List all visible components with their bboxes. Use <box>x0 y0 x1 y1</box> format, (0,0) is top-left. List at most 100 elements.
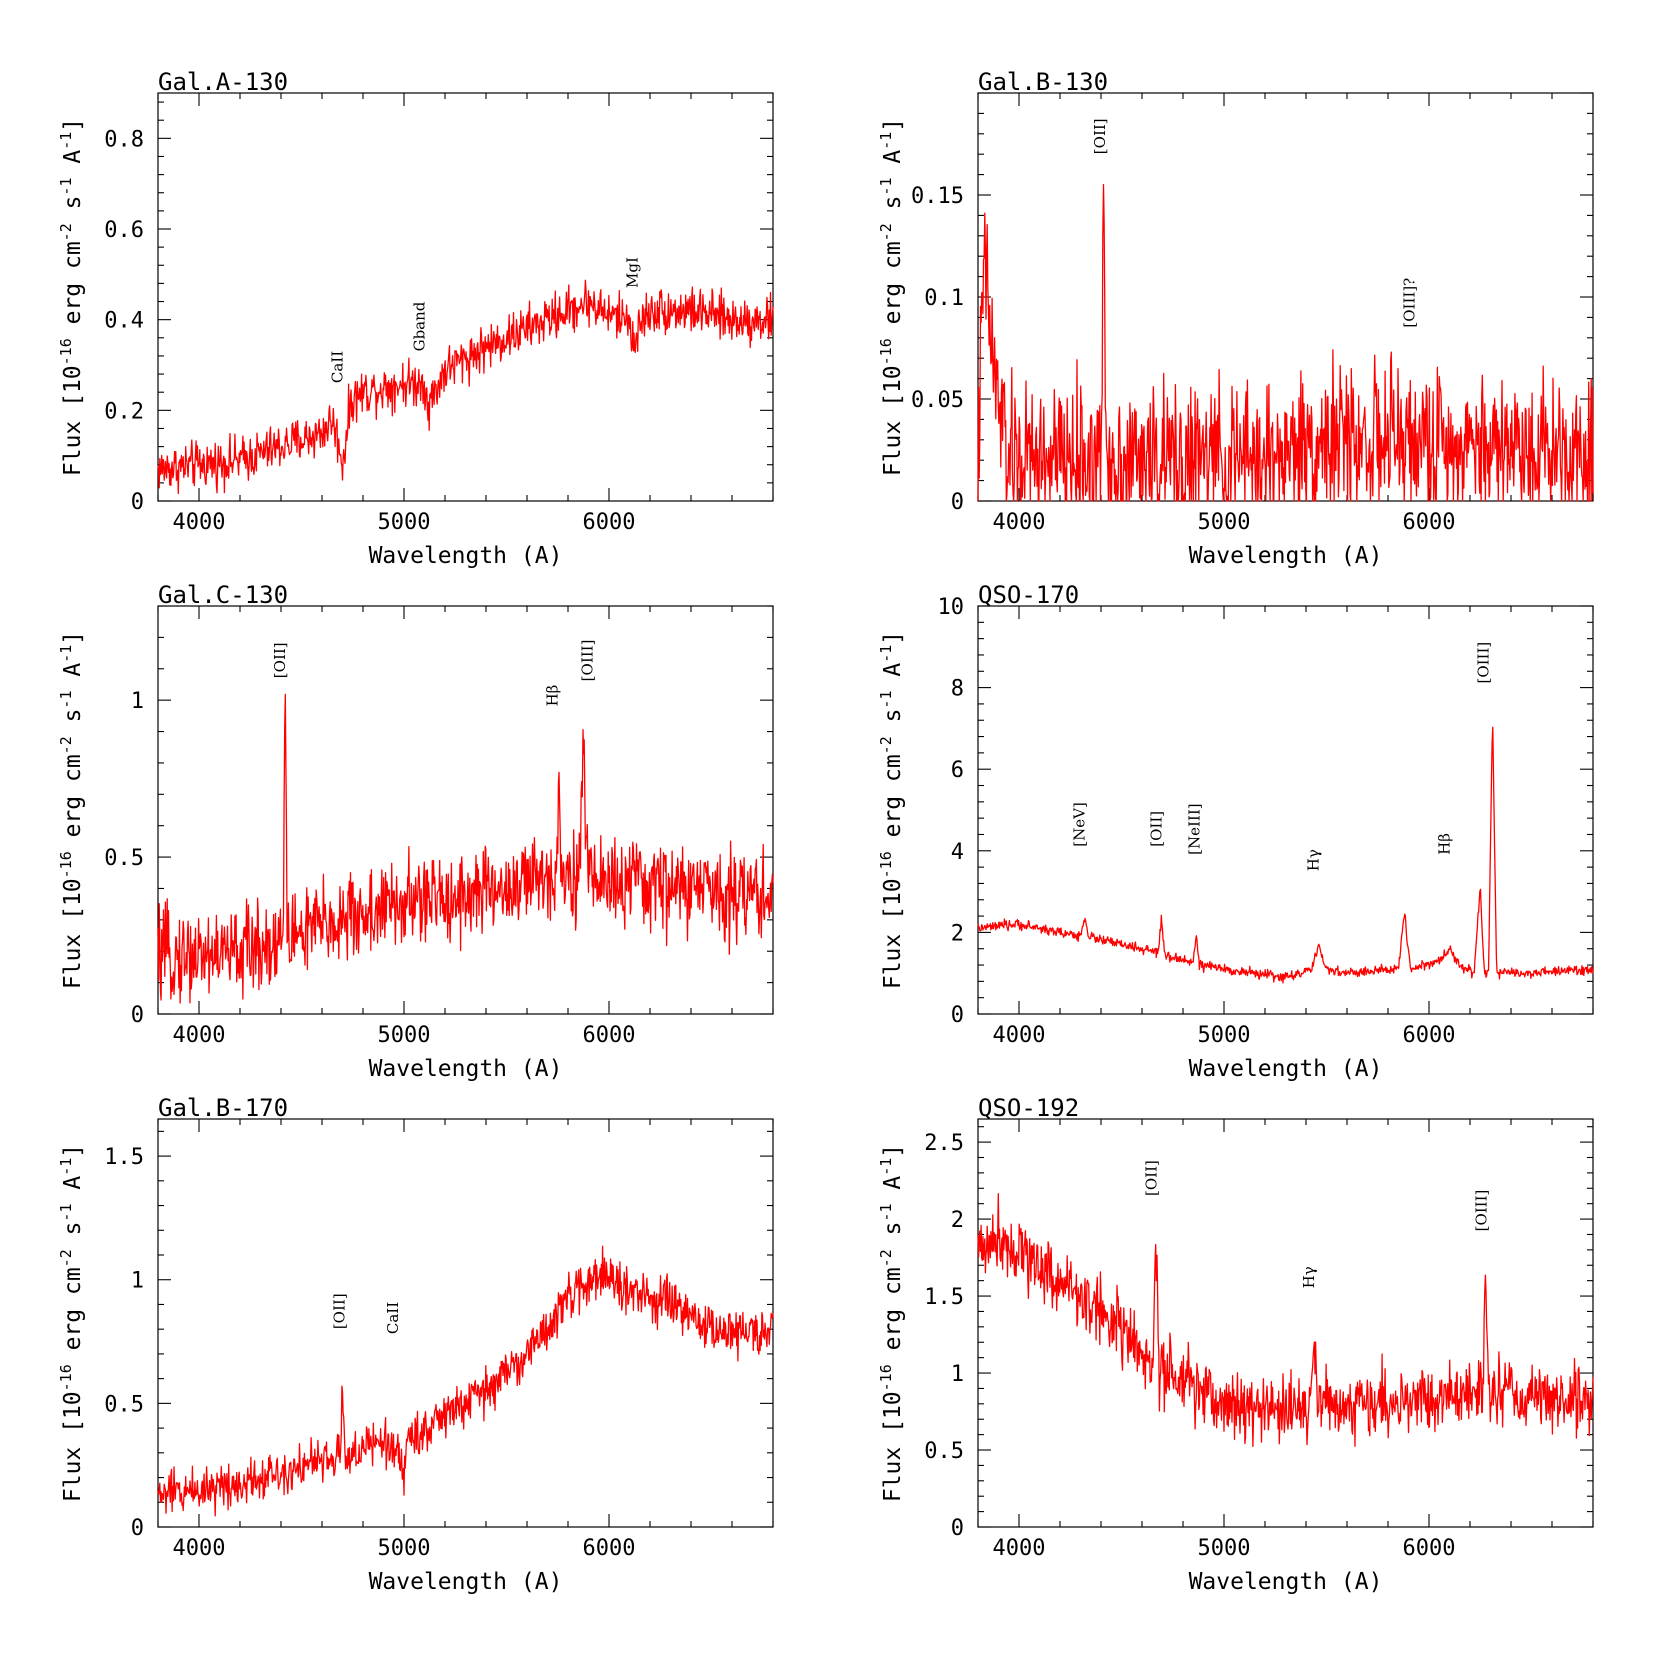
y-tick-label: 0.4 <box>104 309 144 334</box>
panel-title: Gal.B-130 <box>978 68 1108 96</box>
line-label: CaII <box>384 1302 402 1334</box>
x-tick-label: 4000 <box>993 1023 1046 1048</box>
x-tick-label: 6000 <box>583 510 636 535</box>
x-tick-label: 4000 <box>993 1536 1046 1561</box>
panel-title: Gal.B-170 <box>158 1094 288 1122</box>
x-axis-label: Wavelength (A) <box>369 1056 563 1082</box>
x-tick-label: 6000 <box>1403 1023 1456 1048</box>
x-tick-label: 6000 <box>1403 510 1456 535</box>
line-label: [OIII] <box>579 640 597 682</box>
x-tick-label: 4000 <box>173 510 226 535</box>
y-tick-label: 0.5 <box>104 846 144 871</box>
spectrum-panel-6: QSO-192 4000 5000 6000 0 0.5 1 1.5 2 2.5 Wavelengt… <box>877 1094 1594 1595</box>
line-label: [OII] <box>1147 811 1165 847</box>
y-axis-label: Flux [10-16 erg cm-2 s-1 A-1] <box>57 118 86 476</box>
y-tick-label: 10 <box>938 595 965 620</box>
line-label: MgI <box>624 257 642 288</box>
line-label: [OII] <box>271 642 289 678</box>
y-tick-label: 0 <box>951 490 964 515</box>
y-tick-label: 0.05 <box>911 388 964 413</box>
plot-frame <box>977 605 1594 1015</box>
spectrum-line <box>977 184 1594 502</box>
y-axis-label: Flux [10-16 erg cm-2 s-1 A-1] <box>57 631 86 989</box>
x-axis-label: Wavelength (A) <box>1189 1056 1383 1082</box>
spectrum-panel-3: Gal.C-130 4000 5000 6000 0 0.5 1 Wavelength (A)… <box>57 581 774 1082</box>
line-label: Hβ <box>544 685 562 707</box>
x-tick-label: 5000 <box>378 510 431 535</box>
line-label: Hγ <box>1304 849 1322 871</box>
panel-title: QSO-170 <box>978 581 1079 609</box>
panel-title: QSO-192 <box>978 1094 1079 1122</box>
x-axis-label: Wavelength (A) <box>369 1569 563 1595</box>
y-tick-label: 4 <box>951 840 964 865</box>
y-axis-label: Flux [10-16 erg cm-2 s-1 A-1] <box>57 1144 86 1502</box>
line-label: [OII] <box>1142 1160 1160 1196</box>
spectrum-panel-5: Gal.B-170 4000 5000 6000 0 0.5 1 1.5 Wavelength … <box>57 1094 774 1595</box>
y-tick-label: 0.5 <box>104 1392 144 1417</box>
y-tick-label: 8 <box>951 677 964 702</box>
plot-frame <box>157 92 774 502</box>
y-tick-label: 0 <box>951 1003 964 1028</box>
line-label: [NeV] <box>1071 802 1089 847</box>
spectrum-panel-2: Gal.B-130 4000 5000 6000 0 0.05 0.1 0.15 Wavelen… <box>877 68 1594 569</box>
x-tick-label: 6000 <box>583 1536 636 1561</box>
spectrum-line <box>157 279 774 495</box>
x-tick-label: 5000 <box>1198 1536 1251 1561</box>
y-tick-label: 1.5 <box>924 1285 964 1310</box>
line-label: Hβ <box>1436 833 1454 855</box>
x-axis-label: Wavelength (A) <box>1189 543 1383 569</box>
y-axis-label: Flux [10-16 erg cm-2 s-1 A-1] <box>877 118 906 476</box>
y-tick-label: 0.2 <box>104 399 144 424</box>
line-label: [OIII] <box>1472 1190 1490 1232</box>
line-label: [OIII] <box>1474 642 1492 684</box>
y-tick-label: 0 <box>131 490 144 515</box>
x-axis-label: Wavelength (A) <box>369 543 563 569</box>
spectrum-panel-4: QSO-170 4000 5000 6000 0 2 4 6 8 10 Wavelength (A)… <box>877 581 1594 1082</box>
plot-frame <box>157 1118 774 1528</box>
x-tick-label: 4000 <box>993 510 1046 535</box>
y-tick-label: 0 <box>131 1516 144 1541</box>
y-tick-label: 0.5 <box>924 1439 964 1464</box>
y-tick-label: 2 <box>951 1208 964 1233</box>
line-label: [OII] <box>1091 118 1109 154</box>
y-axis-label: Flux [10-16 erg cm-2 s-1 A-1] <box>877 631 906 989</box>
x-tick-label: 4000 <box>173 1536 226 1561</box>
line-label: CaII <box>329 351 347 383</box>
plot-frame <box>977 1118 1594 1528</box>
y-tick-label: 0.8 <box>104 127 144 152</box>
y-tick-label: 0.1 <box>924 286 964 311</box>
y-tick-label: 0 <box>951 1516 964 1541</box>
x-axis-label: Wavelength (A) <box>1189 1569 1383 1595</box>
line-label: Hγ <box>1300 1266 1318 1288</box>
y-tick-label: 1.5 <box>104 1145 144 1170</box>
y-tick-label: 0 <box>131 1003 144 1028</box>
y-tick-label: 0.6 <box>104 218 144 243</box>
spectrum-line <box>977 726 1594 984</box>
y-tick-label: 0.15 <box>911 184 964 209</box>
y-axis-label: Flux [10-16 erg cm-2 s-1 A-1] <box>877 1144 906 1502</box>
line-label: [OIII]? <box>1401 278 1419 328</box>
y-tick-label: 2.5 <box>924 1131 964 1156</box>
spectrum-panel-1: Gal.A-130 4000 5000 6000 0 0.2 0.4 0.6 0.8 Wavele… <box>57 68 774 569</box>
x-tick-label: 5000 <box>1198 1023 1251 1048</box>
x-tick-label: 5000 <box>378 1536 431 1561</box>
plot-frame <box>157 605 774 1015</box>
y-tick-label: 6 <box>951 758 964 783</box>
spectrum-line <box>977 1193 1594 1448</box>
y-tick-label: 1 <box>131 689 144 714</box>
x-tick-label: 4000 <box>173 1023 226 1048</box>
x-tick-label: 6000 <box>583 1023 636 1048</box>
x-tick-label: 5000 <box>1198 510 1251 535</box>
x-tick-label: 5000 <box>378 1023 431 1048</box>
y-tick-label: 1 <box>131 1269 144 1294</box>
line-label: Gband <box>411 301 429 351</box>
spectrum-line <box>157 693 774 1004</box>
panel-title: Gal.A-130 <box>158 68 288 96</box>
y-tick-label: 1 <box>951 1362 964 1387</box>
line-label: [NeIII] <box>1185 803 1203 854</box>
x-tick-label: 6000 <box>1403 1536 1456 1561</box>
line-label: [OII] <box>331 1293 349 1329</box>
spectrum-line <box>157 1245 774 1517</box>
panel-title: Gal.C-130 <box>158 581 288 609</box>
